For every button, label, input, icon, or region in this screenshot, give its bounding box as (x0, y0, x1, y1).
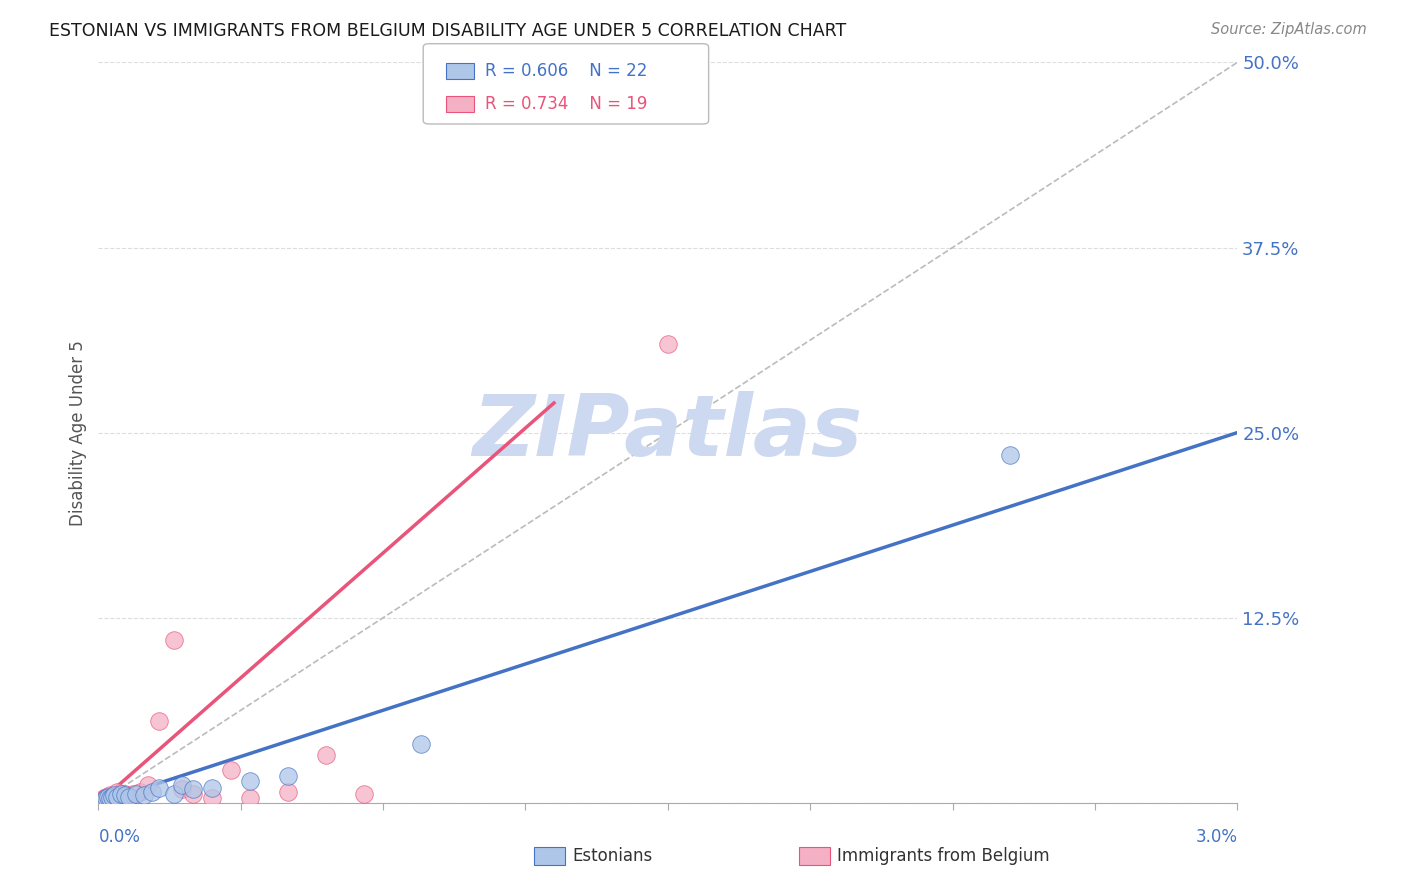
Point (94, 789, 117, 804)
Point (239, 791, 262, 805)
Point (163, 787, 186, 801)
Point (277, 785, 299, 799)
Point (107, 789, 129, 804)
Text: Source: ZipAtlas.com: Source: ZipAtlas.com (1211, 22, 1367, 37)
Point (132, 789, 155, 803)
Point (657, 336, 679, 351)
Text: Estonians: Estonians (572, 847, 652, 865)
Point (125, 787, 148, 801)
Text: 3.0%: 3.0% (1195, 828, 1237, 846)
Point (148, 780, 170, 795)
Point (103, 789, 125, 803)
Point (998, 448, 1021, 462)
Point (114, 787, 136, 801)
Point (98, 791, 121, 805)
Point (183, 787, 205, 801)
Point (148, 714, 170, 729)
Point (170, 778, 193, 792)
Point (141, 785, 163, 799)
Text: 0.0%: 0.0% (98, 828, 141, 846)
Text: ZIPatlas: ZIPatlas (472, 391, 863, 475)
Point (121, 787, 143, 801)
Point (107, 785, 129, 799)
Point (201, 791, 224, 805)
Point (94, 791, 117, 805)
Point (201, 780, 224, 795)
Point (170, 782, 193, 797)
Text: R = 0.606    N = 22: R = 0.606 N = 22 (485, 62, 647, 79)
Point (411, 737, 433, 751)
Point (353, 787, 375, 801)
Point (93, 791, 115, 805)
Point (277, 769, 299, 783)
Point (239, 773, 262, 788)
Point (221, 763, 243, 777)
Point (183, 782, 205, 797)
Text: ESTONIAN VS IMMIGRANTS FROM BELGIUM DISABILITY AGE UNDER 5 CORRELATION CHART: ESTONIAN VS IMMIGRANTS FROM BELGIUM DISA… (49, 22, 846, 40)
Point (163, 632, 186, 647)
Point (93, 793, 115, 807)
Text: Immigrants from Belgium: Immigrants from Belgium (837, 847, 1049, 865)
Point (315, 748, 337, 763)
Point (110, 787, 132, 801)
Point (129, 785, 152, 799)
Y-axis label: Disability Age Under 5: Disability Age Under 5 (69, 340, 87, 525)
Point (114, 789, 136, 803)
Point (97, 789, 120, 804)
Point (98, 789, 121, 803)
Point (136, 778, 159, 792)
Text: R = 0.734    N = 19: R = 0.734 N = 19 (485, 95, 647, 113)
Point (118, 789, 141, 804)
Point (100, 789, 122, 804)
